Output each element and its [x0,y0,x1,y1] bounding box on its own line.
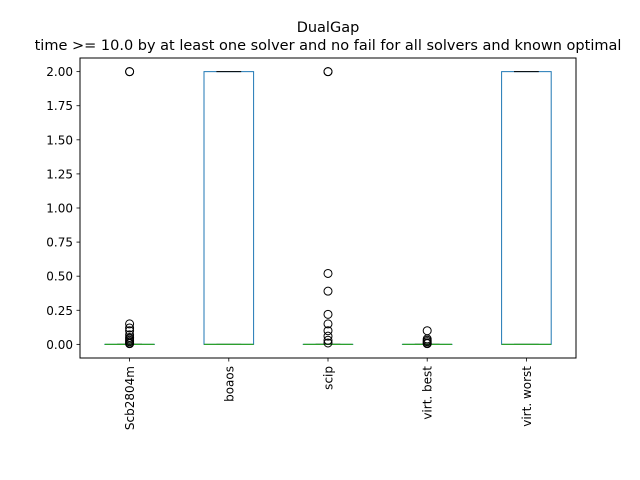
outlier-point [323,319,333,329]
chart-subtitle: time >= 10.0 by at least one solver and … [35,38,622,54]
y-axis: 0.00 0.25 0.50 0.75 1.00 1.25 1.50 1.75 2.00 [46,65,80,352]
outlier-point [125,319,135,329]
y-tick-label: 0.75 [46,236,73,250]
box-group [302,67,354,348]
y-tick-label: 0.25 [46,304,73,318]
y-tick-label: 0.50 [46,270,73,284]
box-group [104,67,155,349]
outlier-point [323,309,333,319]
x-axis: Scb2804m boaos scip virt. best virt. worst [123,358,534,430]
box-group [203,71,255,345]
y-tick-label: 1.00 [46,202,73,216]
x-tick-label: boaos [222,366,236,402]
x-tick-label: scip [322,366,336,390]
outlier-point [323,338,333,348]
outlier-point [323,335,333,345]
y-tick-label: 0.00 [46,338,73,352]
outlier-point [323,326,333,336]
x-tick-label: Scb2804m [123,366,137,430]
outlier-point [323,331,333,341]
y-tick-label: 1.25 [46,167,73,181]
plot-marks [104,67,552,349]
outlier-point [323,286,333,296]
box-body [203,71,255,345]
box-group [401,326,453,349]
outlier-point [422,339,432,349]
chart-title: DualGap [297,20,360,36]
y-tick-label: 2.00 [46,65,73,79]
outlier-point [125,323,135,333]
x-tick-label: virt. best [421,366,435,420]
outlier-point [125,67,135,77]
box-group [501,71,552,345]
x-tick-label: virt. worst [520,366,534,427]
y-tick-label: 1.75 [46,99,73,113]
outlier-point [323,268,333,278]
y-tick-label: 1.50 [46,133,73,147]
outlier-point [125,339,135,349]
outlier-point [323,67,333,77]
box-body [501,71,552,345]
outlier-point [422,326,432,336]
